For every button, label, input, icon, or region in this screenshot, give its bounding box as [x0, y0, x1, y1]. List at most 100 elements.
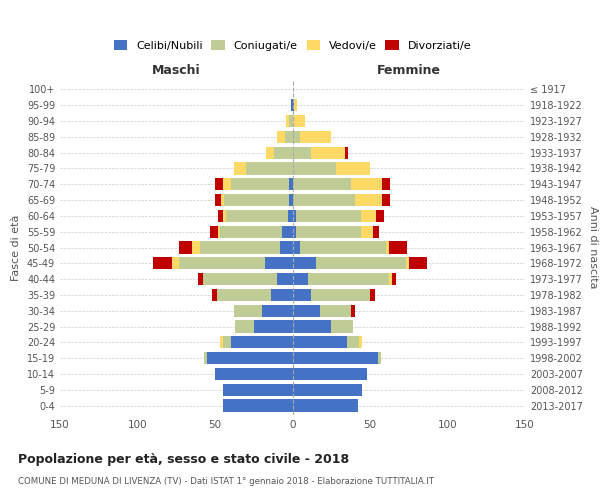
Bar — [316, 257, 406, 270]
Legend: Celibi/Nubili, Coniugati/e, Vedovi/e, Divorziati/e: Celibi/Nubili, Coniugati/e, Vedovi/e, Di… — [109, 36, 476, 55]
Bar — [198, 273, 203, 285]
Bar — [271, 288, 293, 301]
Bar — [221, 194, 224, 206]
Bar — [215, 178, 223, 190]
Bar — [386, 242, 389, 254]
Bar — [223, 178, 230, 190]
Bar — [277, 273, 293, 285]
Bar — [199, 242, 280, 254]
Bar — [293, 178, 352, 190]
Bar — [235, 320, 254, 332]
Bar — [211, 226, 218, 238]
Bar — [361, 226, 373, 238]
Bar — [345, 146, 348, 159]
Bar — [373, 226, 379, 238]
Bar — [296, 210, 361, 222]
Bar — [320, 304, 352, 317]
Bar — [293, 352, 378, 364]
Bar — [266, 146, 274, 159]
Bar — [392, 273, 397, 285]
Bar — [179, 242, 192, 254]
Bar — [382, 194, 390, 206]
Bar — [311, 146, 345, 159]
Bar — [265, 257, 293, 270]
Bar — [293, 146, 311, 159]
Bar — [293, 115, 305, 127]
Bar — [224, 194, 289, 206]
Bar — [406, 257, 409, 270]
Text: Popolazione per età, sesso e stato civile - 2018: Popolazione per età, sesso e stato civil… — [18, 452, 349, 466]
Bar — [233, 304, 262, 317]
Bar — [352, 178, 382, 190]
Bar — [291, 99, 293, 112]
Bar — [254, 320, 293, 332]
Bar — [223, 400, 293, 411]
Bar — [347, 336, 359, 348]
Bar — [359, 336, 362, 348]
Bar — [220, 226, 281, 238]
Bar — [336, 162, 370, 174]
Bar — [277, 130, 285, 143]
Bar — [172, 257, 179, 270]
Bar — [246, 162, 293, 174]
Bar — [293, 194, 355, 206]
Bar — [281, 226, 293, 238]
Bar — [293, 368, 367, 380]
Bar — [293, 320, 331, 332]
Bar — [293, 257, 316, 270]
Bar — [288, 210, 293, 222]
Bar — [293, 273, 308, 285]
Bar — [207, 352, 293, 364]
Bar — [409, 257, 427, 270]
Bar — [223, 384, 293, 396]
Bar — [382, 178, 390, 190]
Bar — [293, 304, 320, 317]
Y-axis label: Fasce di età: Fasce di età — [11, 214, 21, 280]
Bar — [389, 242, 407, 254]
Bar — [230, 178, 289, 190]
Text: Maschi: Maschi — [152, 64, 200, 77]
Bar — [280, 242, 293, 254]
Bar — [274, 146, 293, 159]
Bar — [217, 288, 271, 301]
Bar — [215, 368, 293, 380]
Bar — [294, 99, 297, 112]
Bar — [223, 210, 226, 222]
Bar — [300, 130, 331, 143]
Bar — [293, 384, 362, 396]
Bar — [311, 288, 370, 301]
Bar — [289, 115, 293, 127]
Bar — [192, 242, 199, 254]
Bar — [331, 320, 353, 332]
Bar — [212, 288, 217, 301]
Bar — [203, 273, 277, 285]
Bar — [293, 99, 294, 112]
Bar — [233, 162, 246, 174]
Bar — [370, 288, 374, 301]
Bar — [220, 336, 223, 348]
Bar — [285, 130, 293, 143]
Bar — [355, 194, 382, 206]
Bar — [376, 210, 384, 222]
Bar — [293, 400, 358, 411]
Bar — [218, 210, 223, 222]
Bar — [179, 257, 265, 270]
Bar — [289, 178, 293, 190]
Bar — [361, 210, 376, 222]
Bar — [293, 226, 296, 238]
Bar — [286, 115, 289, 127]
Bar — [153, 257, 172, 270]
Bar — [389, 273, 392, 285]
Bar — [300, 242, 386, 254]
Bar — [289, 194, 293, 206]
Bar — [293, 210, 296, 222]
Bar — [230, 336, 293, 348]
Bar — [352, 304, 355, 317]
Text: COMUNE DI MEDUNA DI LIVENZA (TV) - Dati ISTAT 1° gennaio 2018 - Elaborazione TUT: COMUNE DI MEDUNA DI LIVENZA (TV) - Dati … — [18, 478, 434, 486]
Bar — [215, 194, 221, 206]
Bar — [204, 352, 207, 364]
Bar — [293, 336, 347, 348]
Bar — [293, 162, 336, 174]
Bar — [378, 352, 381, 364]
Bar — [223, 336, 230, 348]
